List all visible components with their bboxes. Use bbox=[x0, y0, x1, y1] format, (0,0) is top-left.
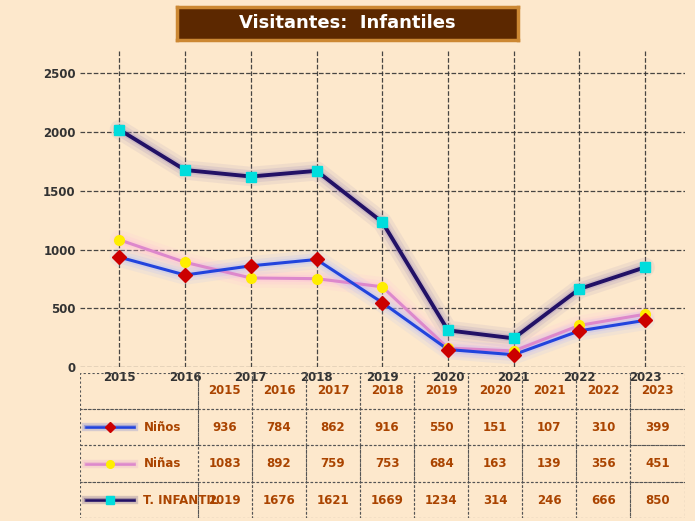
Text: 139: 139 bbox=[537, 457, 562, 470]
Text: 550: 550 bbox=[429, 421, 454, 433]
Bar bbox=[252, 445, 306, 482]
Text: 2017: 2017 bbox=[317, 384, 350, 397]
Text: 1669: 1669 bbox=[370, 494, 404, 506]
Text: 310: 310 bbox=[591, 421, 616, 433]
Text: 753: 753 bbox=[375, 457, 400, 470]
Bar bbox=[576, 409, 630, 445]
Text: 1083: 1083 bbox=[208, 457, 241, 470]
Text: 314: 314 bbox=[483, 494, 507, 506]
Text: 892: 892 bbox=[267, 457, 291, 470]
Bar bbox=[414, 409, 468, 445]
Text: 936: 936 bbox=[213, 421, 237, 433]
Bar bbox=[360, 373, 414, 409]
Text: 684: 684 bbox=[429, 457, 454, 470]
Bar bbox=[306, 482, 360, 518]
Text: Niños: Niños bbox=[143, 421, 181, 433]
Bar bbox=[468, 482, 523, 518]
Bar bbox=[523, 482, 576, 518]
Bar bbox=[414, 445, 468, 482]
Bar bbox=[630, 373, 685, 409]
Text: 356: 356 bbox=[591, 457, 616, 470]
Bar bbox=[80, 409, 198, 445]
Bar bbox=[80, 482, 198, 518]
Text: 163: 163 bbox=[483, 457, 507, 470]
Text: T. INFANTIL: T. INFANTIL bbox=[143, 494, 219, 506]
Text: 2023: 2023 bbox=[641, 384, 673, 397]
Text: 2022: 2022 bbox=[587, 384, 620, 397]
Bar bbox=[360, 482, 414, 518]
Bar bbox=[252, 482, 306, 518]
Bar bbox=[576, 445, 630, 482]
Bar bbox=[523, 445, 576, 482]
Bar bbox=[468, 409, 523, 445]
Text: 2021: 2021 bbox=[533, 384, 566, 397]
Bar bbox=[576, 373, 630, 409]
Bar bbox=[576, 482, 630, 518]
Text: 2016: 2016 bbox=[263, 384, 295, 397]
Bar bbox=[523, 409, 576, 445]
Bar bbox=[252, 373, 306, 409]
Text: 862: 862 bbox=[320, 421, 345, 433]
Bar bbox=[198, 482, 252, 518]
Text: 451: 451 bbox=[645, 457, 670, 470]
Bar bbox=[630, 445, 685, 482]
Text: 2018: 2018 bbox=[371, 384, 403, 397]
Bar bbox=[630, 482, 685, 518]
Text: 2015: 2015 bbox=[208, 384, 241, 397]
Text: 916: 916 bbox=[375, 421, 400, 433]
Bar bbox=[306, 373, 360, 409]
Text: 1621: 1621 bbox=[317, 494, 350, 506]
Bar bbox=[252, 409, 306, 445]
Text: Visitantes:  Infantiles: Visitantes: Infantiles bbox=[239, 15, 456, 32]
Bar bbox=[80, 373, 198, 409]
Text: 2019: 2019 bbox=[208, 494, 241, 506]
Text: 107: 107 bbox=[537, 421, 562, 433]
Bar bbox=[360, 445, 414, 482]
Bar bbox=[468, 445, 523, 482]
Bar bbox=[630, 409, 685, 445]
Bar bbox=[306, 409, 360, 445]
Bar bbox=[198, 445, 252, 482]
Bar bbox=[468, 373, 523, 409]
Text: 759: 759 bbox=[320, 457, 345, 470]
Text: Niñas: Niñas bbox=[143, 457, 181, 470]
Text: 1234: 1234 bbox=[425, 494, 457, 506]
Bar bbox=[414, 482, 468, 518]
Text: 666: 666 bbox=[591, 494, 616, 506]
Bar bbox=[198, 373, 252, 409]
Text: 399: 399 bbox=[645, 421, 670, 433]
Text: 784: 784 bbox=[267, 421, 291, 433]
Bar bbox=[523, 373, 576, 409]
Text: 850: 850 bbox=[645, 494, 670, 506]
Bar bbox=[414, 373, 468, 409]
Bar bbox=[360, 409, 414, 445]
Text: 1676: 1676 bbox=[263, 494, 295, 506]
Text: 2020: 2020 bbox=[479, 384, 512, 397]
Text: 2019: 2019 bbox=[425, 384, 457, 397]
Text: 246: 246 bbox=[537, 494, 562, 506]
Bar bbox=[306, 445, 360, 482]
Bar bbox=[198, 409, 252, 445]
Bar bbox=[80, 445, 198, 482]
Text: 151: 151 bbox=[483, 421, 507, 433]
